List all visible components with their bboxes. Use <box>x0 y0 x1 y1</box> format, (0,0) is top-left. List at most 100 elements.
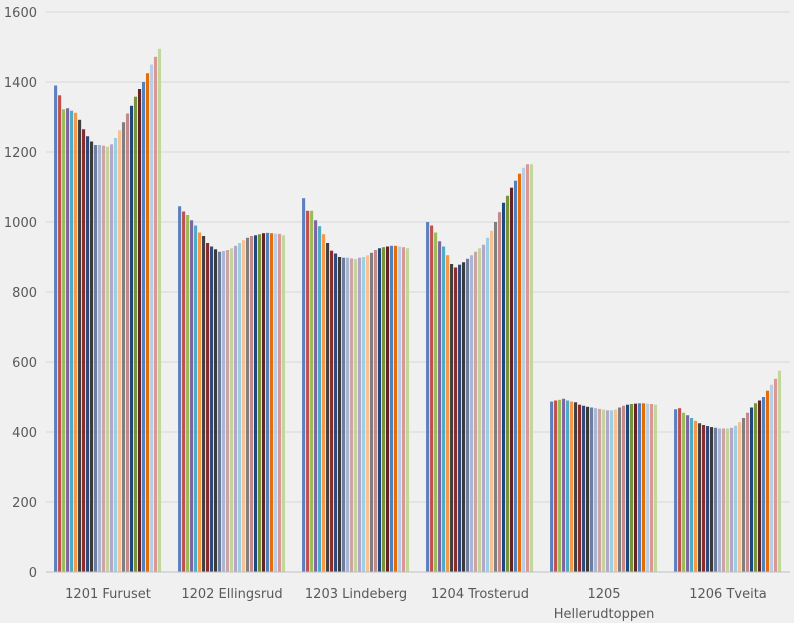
bar <box>322 234 326 572</box>
bar <box>625 404 630 572</box>
bar <box>749 407 754 572</box>
bar <box>574 402 578 572</box>
bar <box>454 267 458 572</box>
bar <box>550 401 554 572</box>
x-category-label: 1204 Trosterud <box>431 587 529 602</box>
bar <box>273 233 278 573</box>
bar <box>334 253 338 572</box>
bar <box>281 235 286 573</box>
bar <box>753 403 758 572</box>
bar <box>718 428 722 572</box>
bar <box>70 110 74 572</box>
bar <box>210 246 214 572</box>
bar <box>458 264 462 572</box>
bar <box>121 122 126 572</box>
bar <box>90 141 94 572</box>
bar <box>186 215 190 572</box>
bar <box>373 250 378 572</box>
x-category-label: 1205 <box>587 587 620 602</box>
bar-group-3 <box>302 198 410 573</box>
bar <box>245 237 250 572</box>
bar <box>153 56 158 573</box>
bar <box>505 195 510 572</box>
bar <box>137 89 142 572</box>
bar <box>253 235 258 573</box>
bar <box>606 410 610 572</box>
bar <box>590 407 594 572</box>
bar <box>521 167 526 572</box>
bar <box>566 400 570 572</box>
bar <box>361 257 366 572</box>
bar <box>497 212 502 572</box>
x-category-label: 1203 Lindeberg <box>305 587 407 602</box>
bar <box>470 255 474 572</box>
bar <box>149 64 154 572</box>
bar <box>594 408 598 572</box>
bar <box>102 145 106 572</box>
bar <box>269 233 274 572</box>
y-tick-label: 1200 <box>4 146 37 161</box>
bar <box>434 232 438 572</box>
bar <box>257 234 262 572</box>
bar <box>578 404 582 572</box>
bar <box>342 257 346 572</box>
bar <box>385 246 390 572</box>
bar <box>686 415 690 572</box>
bar <box>249 236 254 572</box>
bar <box>769 384 774 572</box>
bar <box>558 399 562 572</box>
bar <box>674 409 678 572</box>
y-tick-label: 1000 <box>4 216 37 231</box>
bar <box>214 249 218 573</box>
bar <box>78 119 82 573</box>
bar <box>62 109 66 573</box>
bar <box>157 48 162 572</box>
bar <box>678 408 682 572</box>
bar <box>265 232 270 572</box>
y-tick-label: 1400 <box>4 76 37 91</box>
bar <box>629 404 634 572</box>
bar <box>113 138 118 572</box>
bar <box>218 251 222 572</box>
bar <box>86 136 90 572</box>
bar <box>582 405 586 572</box>
y-tick-label: 800 <box>12 286 37 301</box>
bar <box>234 245 238 573</box>
bar <box>446 255 450 572</box>
bar <box>226 250 230 572</box>
bar <box>430 225 434 572</box>
bar <box>525 164 530 572</box>
bar <box>125 113 130 572</box>
bar <box>737 422 742 572</box>
gridlines <box>46 11 790 503</box>
bar <box>765 390 770 572</box>
y-tick-label: 200 <box>12 496 37 511</box>
bar <box>621 405 626 572</box>
bar <box>401 247 406 572</box>
bar <box>277 233 282 572</box>
bar <box>338 257 342 572</box>
bar <box>261 233 266 572</box>
bar <box>501 202 506 572</box>
bar <box>602 409 606 572</box>
bar <box>562 398 566 572</box>
bar-group-4 <box>426 164 534 572</box>
bar <box>442 246 446 572</box>
bar <box>54 85 58 572</box>
bar <box>66 108 70 572</box>
x-axis-category-labels: 1201 Furuset 1202 Ellingsrud 1203 Lindeber… <box>65 587 767 622</box>
bar <box>206 243 210 572</box>
bar <box>653 404 658 572</box>
bar <box>529 164 534 572</box>
bar <box>730 427 734 572</box>
bar <box>478 248 482 572</box>
bar <box>702 425 706 572</box>
bar <box>509 187 514 572</box>
bar-group-6 <box>674 370 782 572</box>
bar <box>110 144 114 573</box>
bar <box>198 232 202 572</box>
bar-group-2 <box>178 206 286 573</box>
bar <box>133 96 138 572</box>
bar <box>609 410 614 572</box>
